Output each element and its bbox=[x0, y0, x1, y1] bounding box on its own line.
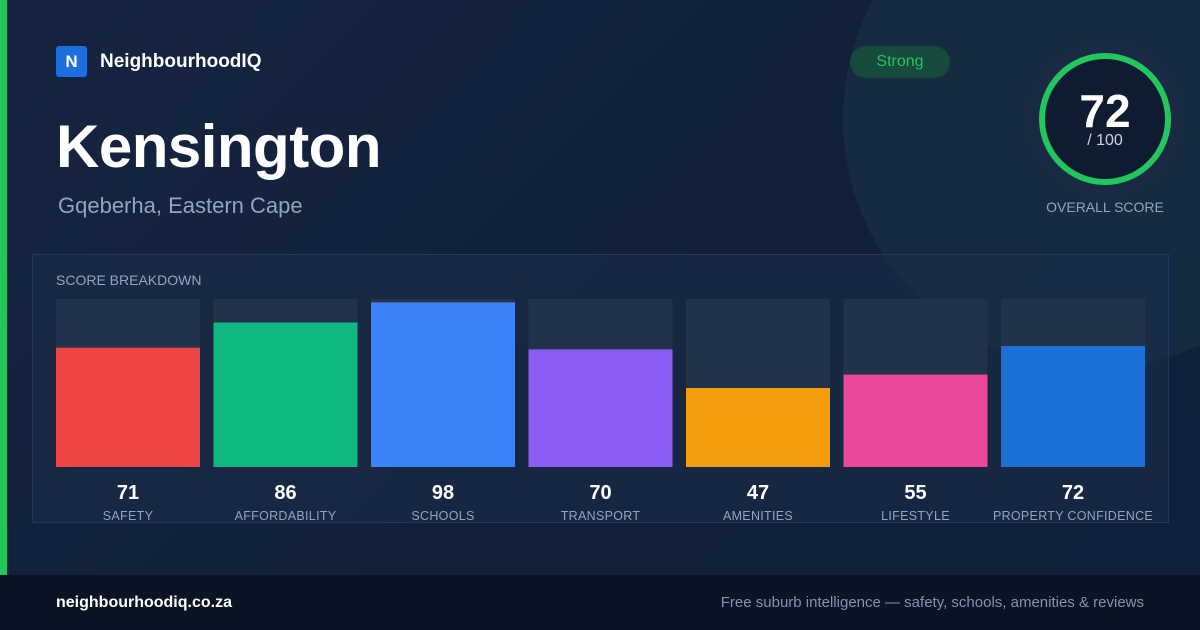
category-label: TRANSPORT bbox=[561, 509, 641, 523]
bar-schools bbox=[371, 302, 515, 467]
score-breakdown-panel: 71 SAFETY 86 AFFORDABILITY 98 SCHOOLS 70 TRANSP… bbox=[32, 254, 1169, 523]
category-label: PROPERTY CONFIDENCE bbox=[993, 509, 1153, 523]
bar-property-confidence bbox=[1001, 346, 1145, 467]
bar-value-label: 72 bbox=[1062, 482, 1084, 504]
footer: neighbourhoodiq.co.za Free suburb intell… bbox=[0, 575, 1200, 630]
overall-score-label: OVERALL SCORE bbox=[1046, 199, 1164, 215]
overall-score-max: / 100 bbox=[1087, 132, 1123, 149]
overall-score-gauge bbox=[1029, 43, 1181, 195]
bar-lifestyle bbox=[843, 374, 988, 467]
bar-value-label: 86 bbox=[274, 482, 296, 504]
category-label: SCHOOLS bbox=[411, 509, 474, 523]
breakdown-title: SCORE BREAKDOWN bbox=[56, 272, 202, 288]
bar-safety bbox=[56, 347, 200, 467]
bar-value-label: 47 bbox=[747, 482, 769, 504]
footer-tagline: Free suburb intelligence — safety, schoo… bbox=[720, 594, 1144, 611]
score-breakdown-chart: 71 SAFETY 86 AFFORDABILITY 98 SCHOOLS 70 TRANSP… bbox=[56, 299, 1153, 523]
bar-value-label: 55 bbox=[904, 482, 926, 504]
bar-affordability bbox=[213, 322, 358, 467]
brand: N NeighbourhoodIQ bbox=[56, 46, 261, 77]
bar-transport bbox=[528, 349, 673, 467]
brand-name: NeighbourhoodIQ bbox=[100, 50, 262, 72]
bar-value-label: 71 bbox=[117, 482, 139, 504]
category-label: LIFESTYLE bbox=[881, 509, 950, 523]
brand-logo-icon: N bbox=[56, 46, 87, 77]
suburb-location: Gqeberha, Eastern Cape bbox=[58, 193, 303, 218]
accent-bar bbox=[0, 0, 7, 575]
category-label: AMENITIES bbox=[723, 509, 793, 523]
gauge-ring bbox=[1039, 53, 1171, 185]
overall-score-value: 72 bbox=[1079, 85, 1131, 137]
category-label: SAFETY bbox=[103, 509, 154, 523]
bar-value-label: 70 bbox=[589, 482, 611, 504]
category-label: AFFORDABILITY bbox=[235, 509, 337, 523]
footer-url[interactable]: neighbourhoodiq.co.za bbox=[56, 594, 232, 611]
bar-value-label: 98 bbox=[432, 482, 454, 504]
suburb-name: Kensington bbox=[56, 113, 381, 180]
bar-amenities bbox=[686, 388, 830, 467]
rating-badge: Strong bbox=[850, 46, 950, 78]
gauge-inner bbox=[1043, 57, 1167, 181]
